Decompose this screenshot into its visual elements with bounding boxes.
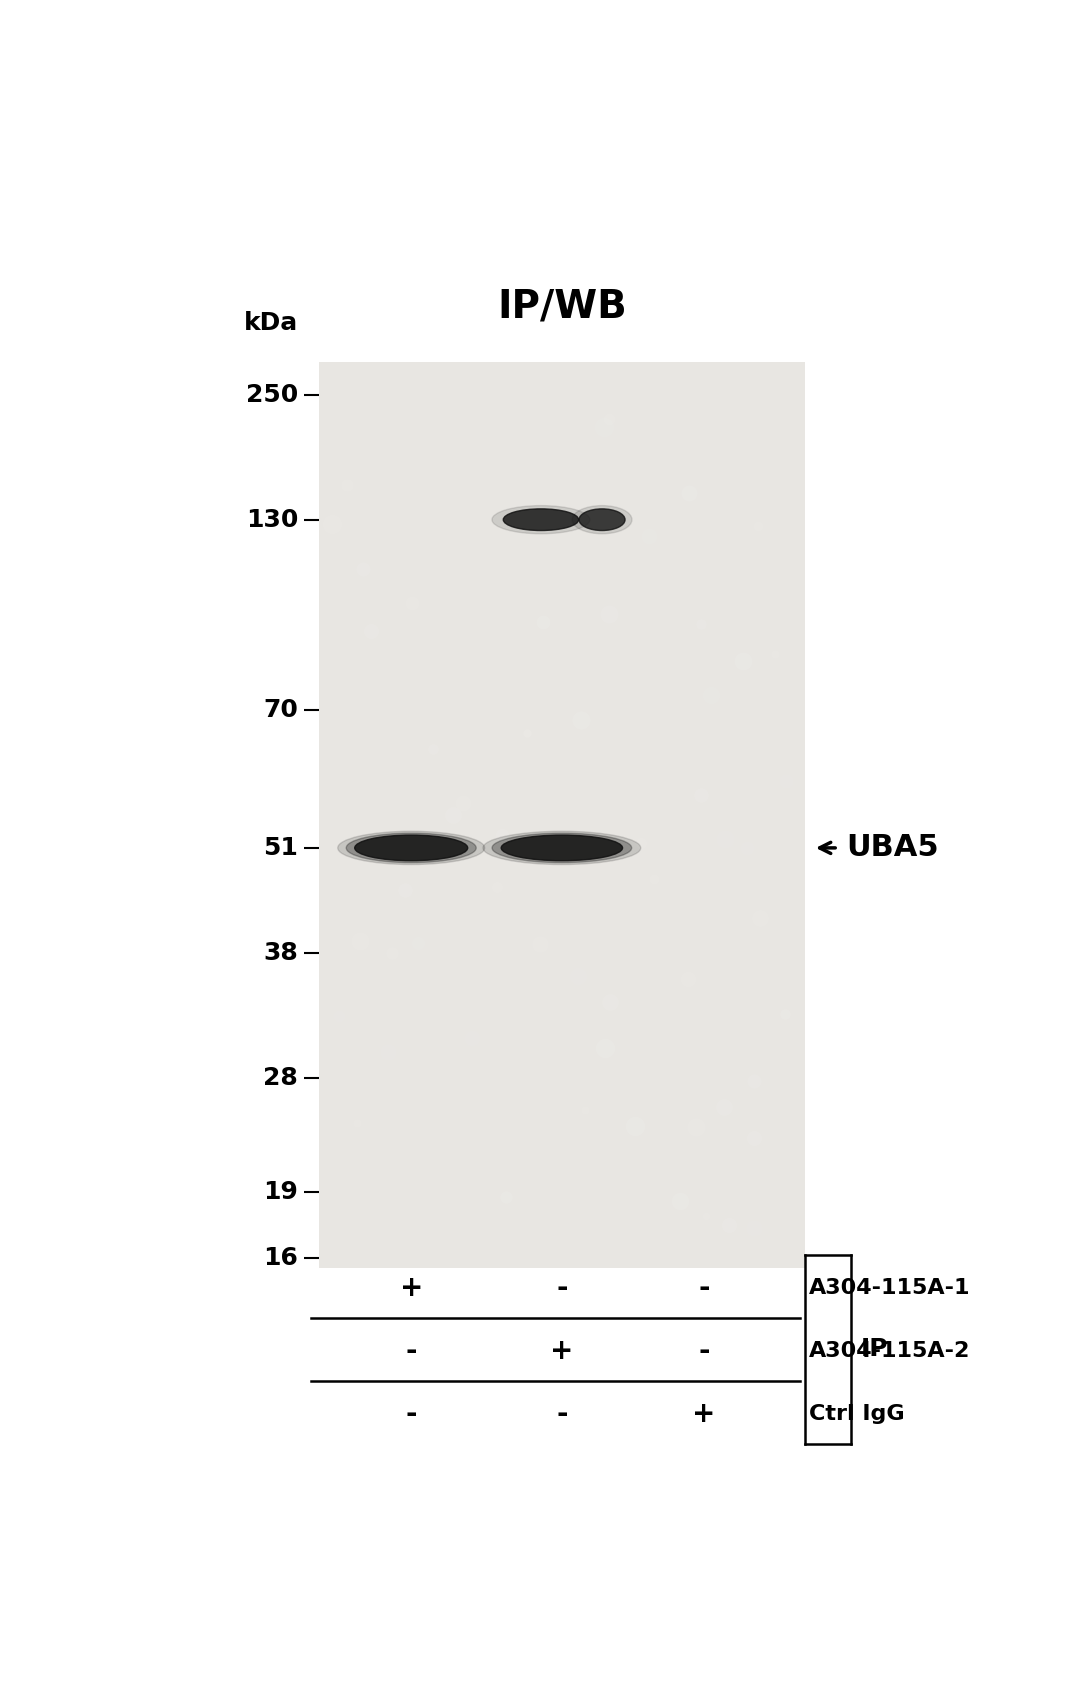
Point	[600, 406, 618, 433]
Point	[715, 1093, 732, 1120]
Text: -: -	[699, 1337, 710, 1364]
Ellipse shape	[347, 834, 476, 863]
Text: A304-115A-2: A304-115A-2	[809, 1340, 970, 1361]
Text: -: -	[556, 1400, 568, 1427]
Point	[692, 781, 710, 808]
Point	[362, 617, 379, 644]
Point	[577, 1096, 594, 1124]
Text: IP: IP	[861, 1337, 888, 1362]
Text: 19: 19	[264, 1180, 298, 1204]
Point	[383, 939, 401, 967]
Point	[534, 609, 551, 636]
Point	[595, 414, 612, 442]
Point	[330, 1003, 348, 1030]
Text: 70: 70	[264, 697, 298, 721]
Point	[692, 610, 710, 638]
Point	[572, 706, 590, 733]
Point	[498, 1183, 515, 1211]
Point	[349, 1110, 366, 1137]
Ellipse shape	[338, 832, 485, 864]
Point	[396, 876, 414, 904]
Point	[745, 1214, 762, 1241]
Point	[672, 1187, 689, 1214]
Point	[687, 1113, 704, 1141]
Text: +: +	[692, 1400, 716, 1427]
Ellipse shape	[492, 506, 590, 534]
Point	[680, 479, 698, 506]
Text: -: -	[699, 1274, 710, 1301]
Text: 16: 16	[264, 1246, 298, 1270]
Point	[445, 801, 462, 829]
Point	[679, 965, 697, 992]
Point	[419, 844, 436, 871]
Point	[752, 905, 769, 933]
Bar	[320, 361, 805, 1269]
Point	[428, 844, 445, 871]
Point	[767, 641, 784, 668]
Point	[463, 834, 481, 861]
Text: kDa: kDa	[244, 310, 298, 334]
Point	[600, 600, 618, 627]
Text: 51: 51	[264, 835, 298, 859]
Point	[739, 835, 756, 863]
Ellipse shape	[492, 834, 632, 863]
Text: -: -	[405, 1400, 417, 1427]
Point	[639, 523, 657, 551]
Point	[617, 781, 634, 808]
Text: +: +	[400, 1274, 423, 1301]
Text: A304-115A-1: A304-115A-1	[809, 1277, 970, 1298]
Ellipse shape	[483, 832, 640, 864]
Text: 28: 28	[264, 1066, 298, 1089]
Ellipse shape	[354, 835, 468, 861]
Point	[322, 871, 339, 899]
Point	[750, 513, 767, 540]
Point	[745, 1067, 762, 1095]
Point	[379, 1038, 396, 1066]
Text: IP/WB: IP/WB	[497, 288, 626, 326]
Text: -: -	[405, 1337, 417, 1364]
Text: +: +	[550, 1337, 573, 1364]
Ellipse shape	[501, 835, 622, 861]
Point	[646, 866, 663, 893]
Ellipse shape	[503, 508, 579, 530]
Text: 250: 250	[246, 384, 298, 407]
Point	[351, 928, 368, 955]
Point	[455, 789, 472, 817]
Point	[354, 556, 372, 583]
Point	[338, 471, 355, 498]
Point	[531, 931, 549, 958]
Point	[518, 720, 536, 747]
Text: UBA5: UBA5	[847, 834, 940, 863]
Point	[698, 1202, 715, 1229]
Text: Ctrl IgG: Ctrl IgG	[809, 1403, 904, 1424]
Point	[488, 873, 505, 900]
Point	[494, 822, 511, 849]
Point	[324, 510, 341, 537]
Point	[424, 735, 442, 762]
Point	[720, 1212, 738, 1240]
Ellipse shape	[572, 506, 632, 534]
Text: 38: 38	[264, 941, 298, 965]
Point	[775, 1001, 793, 1028]
Point	[778, 767, 795, 795]
Point	[716, 825, 733, 852]
Point	[734, 648, 752, 675]
Point	[703, 682, 720, 709]
Point	[404, 590, 421, 617]
Point	[602, 989, 619, 1016]
Point	[626, 1112, 644, 1139]
Text: 130: 130	[246, 508, 298, 532]
Ellipse shape	[579, 508, 625, 530]
Point	[633, 830, 650, 858]
Text: -: -	[556, 1274, 568, 1301]
Point	[569, 962, 586, 989]
Point	[409, 929, 427, 957]
Point	[596, 1035, 613, 1062]
Point	[463, 1025, 481, 1052]
Point	[745, 1124, 762, 1151]
